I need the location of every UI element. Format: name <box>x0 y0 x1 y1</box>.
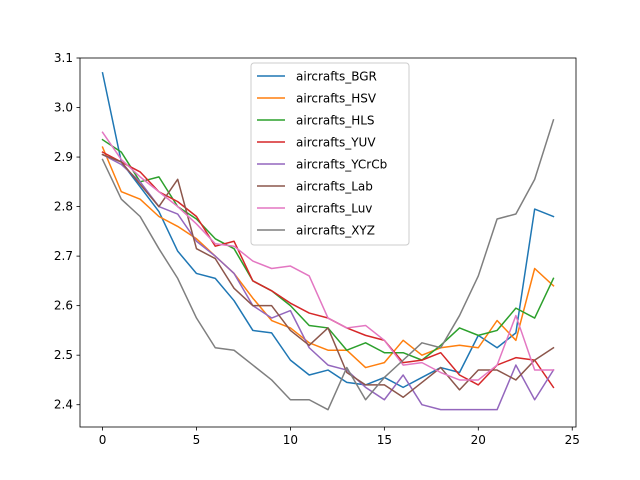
x-tick-label: 10 <box>283 433 298 447</box>
series-line-aircrafts_HSV <box>101 146 555 369</box>
y-tick-label: 2.6 <box>54 299 73 313</box>
series-line-aircrafts_YCrCb <box>101 153 555 411</box>
legend-label-aircrafts_YCrCb: aircrafts_YCrCb <box>296 158 387 172</box>
x-tick-label: 0 <box>99 433 107 447</box>
series-line-aircrafts_Luv <box>101 131 555 381</box>
y-tick-label: 2.8 <box>54 200 73 214</box>
axes-frame <box>79 57 577 428</box>
x-tick-label: 25 <box>565 433 580 447</box>
legend-label-aircrafts_XYZ: aircrafts_XYZ <box>296 224 375 238</box>
axes: 0 5 10 15 20 25 2.4 2.5 2.6 2.7 2.8 2.9 3.0 3.1 <box>54 51 580 447</box>
plot-area <box>101 71 555 411</box>
y-tick-label: 3.1 <box>54 51 73 65</box>
y-tick-label: 3.0 <box>54 101 73 115</box>
legend-box <box>250 62 410 246</box>
y-tick-label: 2.9 <box>54 150 73 164</box>
x-tick-label: 5 <box>193 433 201 447</box>
y-tick-label: 2.5 <box>54 348 73 362</box>
legend: aircrafts_BGR aircrafts_HSV aircrafts_HLSa… <box>250 62 410 246</box>
y-tick-label: 2.4 <box>54 398 73 412</box>
legend-label-aircrafts_HLS: aircrafts_HLS <box>296 114 375 128</box>
legend-label-aircrafts_HSV: aircrafts_HSV <box>296 92 377 106</box>
legend-label-aircrafts_BGR: aircrafts_BGR <box>296 70 377 84</box>
series-line-aircrafts_XYZ <box>101 118 555 411</box>
y-tick-label: 2.7 <box>54 249 73 263</box>
series-line-aircrafts_Lab <box>101 153 555 399</box>
x-tick-label: 20 <box>471 433 486 447</box>
legend-label-aircrafts_Lab: aircrafts_Lab <box>296 180 373 194</box>
x-tick-label: 15 <box>377 433 392 447</box>
legend-label-aircrafts_YUV: aircrafts_YUV <box>296 136 376 150</box>
legend-label-aircrafts_Luv: aircrafts_Luv <box>296 202 372 216</box>
